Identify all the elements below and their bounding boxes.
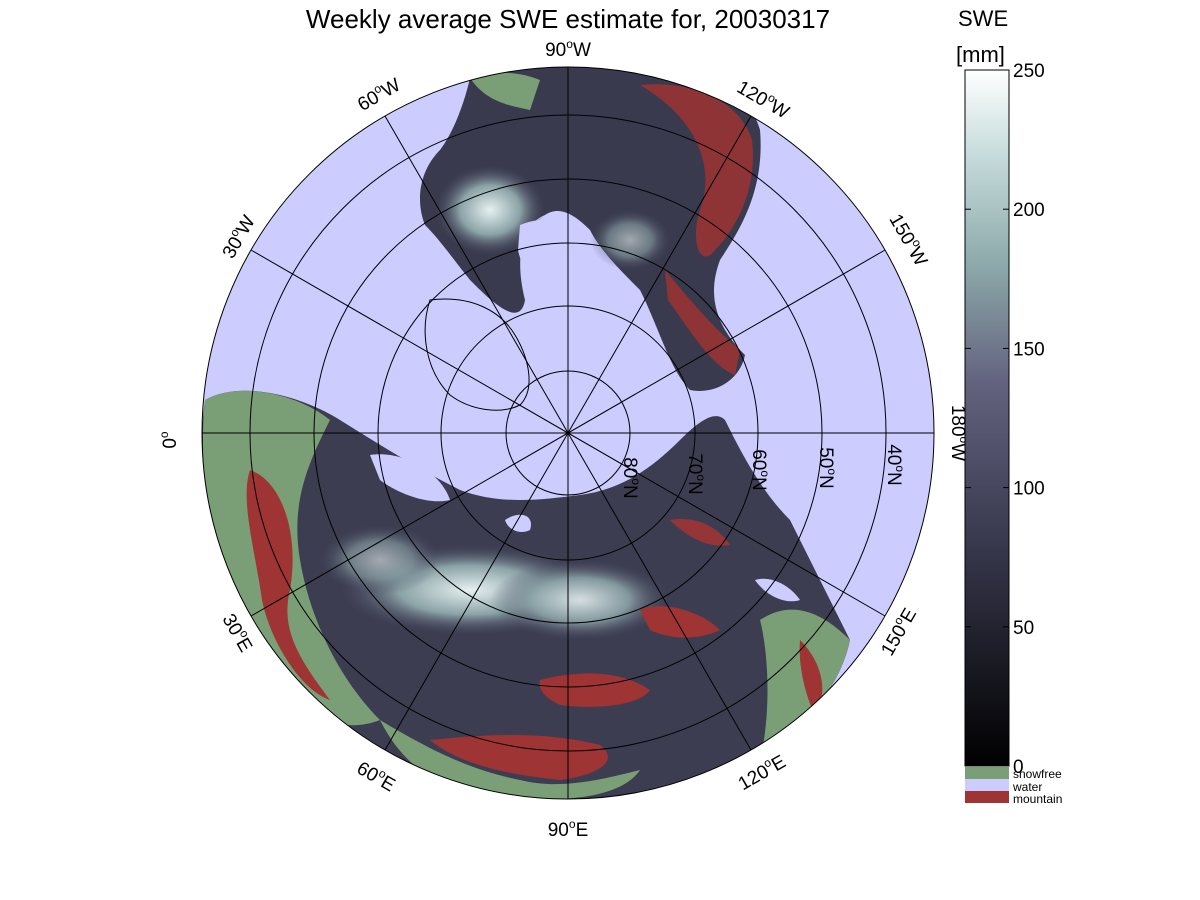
map-title: Weekly average SWE estimate for, 2003031… [306, 4, 830, 34]
hudson-bay [518, 219, 586, 290]
legend-label-water: water [1012, 780, 1042, 794]
lon-label-150w: 150oW [885, 209, 934, 270]
legend-swatch-mountain [965, 791, 1009, 803]
colorbar: SWE [mm] 0 50 100 150 200 250 snowfree water … [956, 6, 1062, 806]
lat-label-50n: 50oN [815, 447, 839, 489]
legend-swatch-snowfree [965, 767, 1009, 779]
colorbar-label-swe: SWE [958, 6, 1008, 31]
lon-label-180w: 180oW [947, 405, 971, 461]
lon-label-60e: 60oE [353, 755, 400, 796]
lat-label-80n: 80oN [619, 457, 643, 499]
lat-label-60n: 60oN [748, 449, 772, 491]
graticule [201, 66, 935, 800]
lon-label-0: 0o [157, 431, 181, 449]
lat-label-40n: 40oN [883, 444, 907, 486]
legend-label-mountain: mountain [1013, 792, 1062, 806]
latitude-labels: 80oN 70oN 60oN 50oN 40oN [619, 444, 907, 499]
colorbar-ticks: 0 50 100 150 200 250 [965, 61, 1045, 778]
legend-swatch-water [965, 779, 1009, 791]
colorbar-tick-label: 200 [1013, 200, 1045, 221]
colorbar-tick-label: 0 [1013, 757, 1024, 778]
colorbar-tick-label: 250 [1013, 61, 1045, 82]
colorbar-tick-label: 50 [1013, 618, 1034, 639]
colorbar-tick-label: 100 [1013, 479, 1045, 500]
lon-label-90w: 90oW [545, 37, 591, 61]
colorbar-label-unit: [mm] [956, 42, 1005, 67]
colorbar-gradient [964, 69, 1010, 767]
colorbar-tick-label: 150 [1013, 339, 1045, 360]
lat-label-70n: 70oN [684, 453, 708, 495]
legend-label-snowfree: snowfree [1013, 767, 1062, 781]
lon-label-120e: 120oE [733, 749, 789, 795]
polar-map: 90oW 120oW 150oW 180oW 150oE 120oE 90oE … [157, 37, 971, 841]
category-legend: snowfree water mountain [965, 767, 1062, 806]
lon-label-90e: 90oE [548, 817, 589, 841]
